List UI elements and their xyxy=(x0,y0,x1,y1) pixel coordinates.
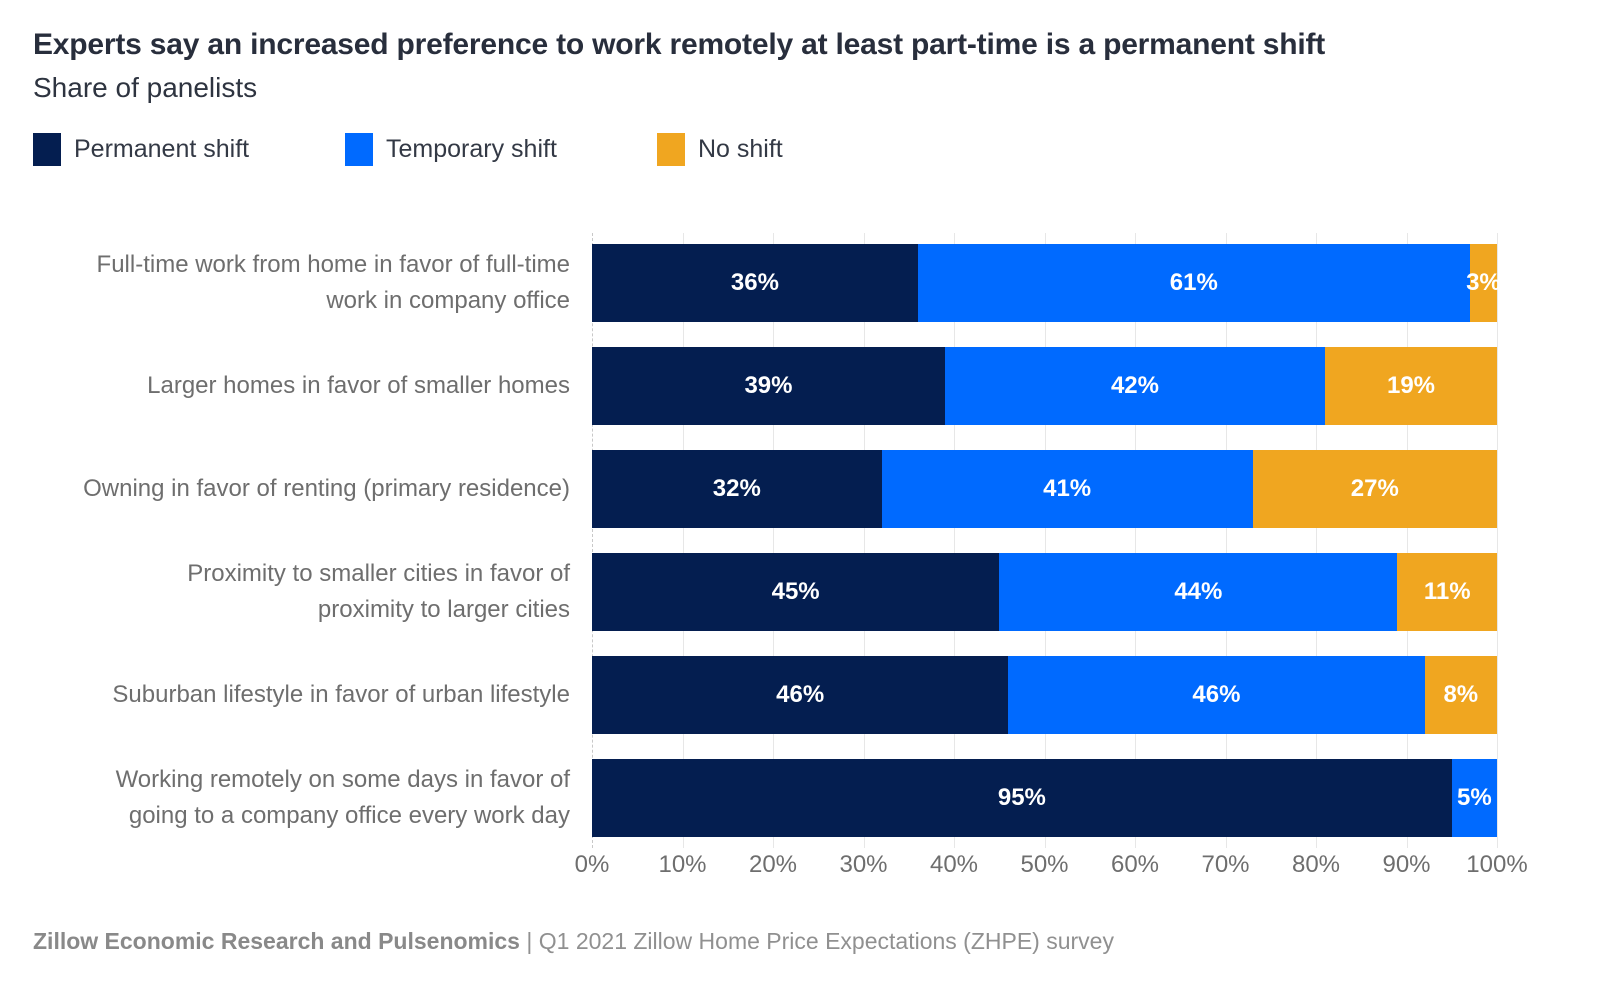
legend-swatch-temporary-shift xyxy=(345,132,373,166)
bar-value-label: 3% xyxy=(1466,269,1501,296)
footer-separator: | xyxy=(519,928,539,954)
legend-item-no-shift: No shift xyxy=(657,132,783,166)
gridline xyxy=(682,233,684,848)
x-tick-label: 20% xyxy=(748,851,798,878)
x-tick-label: 50% xyxy=(1020,851,1069,878)
x-tick-label: 100% xyxy=(1466,851,1528,878)
bar-segment-no-shift: 19% xyxy=(1325,347,1497,425)
chart: Full-time work from home in favor of ful… xyxy=(0,233,1600,848)
x-axis: 0% 10% 20% 30% 40% 50% 60% 70% 80% 90% 100% xyxy=(0,851,1600,887)
category-label: Proximity to smaller cities in favor of … xyxy=(187,560,570,623)
category-label: Working remotely on some days in favor o… xyxy=(115,766,570,829)
bar-value-label: 5% xyxy=(1457,784,1492,811)
category-label: Suburban lifestyle in favor of urban lif… xyxy=(112,681,570,708)
x-tick-label: 10% xyxy=(658,851,707,878)
legend-swatch-no-shift xyxy=(657,132,685,166)
bar-segment-temporary-shift: 61% xyxy=(917,244,1470,322)
bar-value-label: 11% xyxy=(1423,578,1471,605)
bar-value-label: 8% xyxy=(1443,681,1479,708)
category-label: Full-time work from home in favor of ful… xyxy=(96,251,570,314)
bar-track: 46% 46% 8% xyxy=(592,656,1497,734)
bar-segment-temporary-shift: 44% xyxy=(999,553,1398,631)
bar-value-label: 95% xyxy=(997,784,1046,811)
x-tick-label: 60% xyxy=(1110,851,1160,878)
x-tick-label: 30% xyxy=(839,851,888,878)
legend-item-temporary-shift: Temporary shift xyxy=(345,132,557,166)
legend-label: Temporary shift xyxy=(386,134,557,163)
bar-segment-permanent-shift: 46% xyxy=(592,656,1009,734)
bar-value-label: 44% xyxy=(1174,578,1223,605)
bar-segment-temporary-shift: 46% xyxy=(1008,656,1425,734)
chart-subtitle: Share of panelists xyxy=(33,72,258,103)
bar-value-label: 46% xyxy=(776,681,825,708)
gridline xyxy=(1316,233,1317,848)
gridline xyxy=(1406,233,1408,848)
bar-value-label: 36% xyxy=(730,269,779,296)
bar-value-label: 61% xyxy=(1169,269,1218,296)
gridline xyxy=(863,233,865,848)
bar-segment-no-shift: 3% xyxy=(1466,244,1501,322)
gridline xyxy=(1135,233,1136,848)
bar-segment-permanent-shift: 45% xyxy=(592,553,1000,631)
gridline xyxy=(954,233,955,848)
zero-baseline xyxy=(592,233,593,848)
x-tick-label: 80% xyxy=(1291,851,1341,878)
bar-segment-temporary-shift: 42% xyxy=(944,347,1326,425)
x-tick-label: 0% xyxy=(574,851,610,878)
bar-value-label: 45% xyxy=(771,578,820,605)
bar-segment-no-shift: 8% xyxy=(1424,656,1497,734)
footer-source-text: Q1 2021 Zillow Home Price Expectations (… xyxy=(538,928,1114,954)
bar-segment-permanent-shift: 36% xyxy=(592,244,918,322)
footer-source: Zillow Economic Research and Pulsenomics… xyxy=(33,928,1114,955)
x-tick-label: 70% xyxy=(1201,851,1250,878)
legend-label: Permanent shift xyxy=(74,134,250,163)
bar-track: 32% 41% 27% xyxy=(592,450,1497,528)
bar-track: 36% 61% 3% xyxy=(592,244,1501,322)
legend-item-permanent-shift: Permanent shift xyxy=(33,132,249,166)
bar-track: 95% 5% xyxy=(592,759,1497,837)
bar-segment-no-shift: 11% xyxy=(1397,553,1497,631)
chart-title: Experts say an increased preference to w… xyxy=(33,28,1326,61)
gridline xyxy=(1044,233,1046,848)
plot-gridlines xyxy=(592,233,1498,848)
bar-value-label: 46% xyxy=(1192,681,1241,708)
legend-label: No shift xyxy=(698,134,783,163)
bar-value-label: 32% xyxy=(712,475,761,502)
category-label: Larger homes in favor of smaller homes xyxy=(147,372,570,399)
bar-segment-permanent-shift: 39% xyxy=(592,347,945,425)
gridline xyxy=(1497,233,1498,848)
bar-segment-no-shift: 27% xyxy=(1252,450,1497,528)
bar-track: 39% 42% 19% xyxy=(592,347,1497,425)
bar-segment-permanent-shift: 95% xyxy=(592,759,1452,837)
gridline xyxy=(773,233,774,848)
category-label: Owning in favor of renting (primary resi… xyxy=(83,475,570,502)
bar-value-label: 27% xyxy=(1350,475,1399,502)
bar-segment-permanent-shift: 32% xyxy=(592,450,882,528)
legend-swatch-permanent-shift xyxy=(33,132,61,166)
gridline xyxy=(1225,233,1227,848)
footer-source-bold: Zillow Economic Research and Pulsenomics xyxy=(33,928,520,954)
bar-value-label: 42% xyxy=(1110,372,1159,399)
bar-segment-temporary-shift: 5% xyxy=(1451,759,1497,837)
x-tick-label: 90% xyxy=(1382,851,1431,878)
bar-value-label: 19% xyxy=(1386,372,1436,399)
bar-value-label: 39% xyxy=(744,372,793,399)
x-tick-label: 40% xyxy=(929,851,979,878)
bar-segment-temporary-shift: 41% xyxy=(881,450,1253,528)
bar-value-label: 41% xyxy=(1043,475,1092,502)
bar-track: 45% 44% 11% xyxy=(592,553,1497,631)
